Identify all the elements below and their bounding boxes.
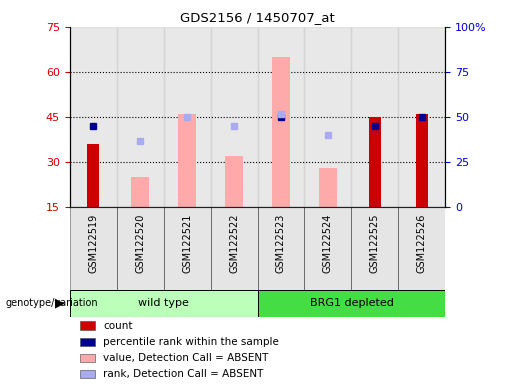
Text: rank, Detection Call = ABSENT: rank, Detection Call = ABSENT (103, 369, 263, 379)
Text: BRG1 depleted: BRG1 depleted (310, 298, 393, 308)
Text: GSM122524: GSM122524 (323, 214, 333, 273)
Text: genotype/variation: genotype/variation (5, 298, 98, 308)
Bar (178, 114, 196, 207)
Bar (131, 177, 149, 207)
Text: count: count (103, 321, 132, 331)
Bar (352, 27, 399, 207)
Bar (319, 168, 337, 207)
Text: percentile rank within the sample: percentile rank within the sample (103, 337, 279, 347)
Bar (258, 27, 304, 207)
Title: GDS2156 / 1450707_at: GDS2156 / 1450707_at (180, 11, 335, 24)
Text: value, Detection Call = ABSENT: value, Detection Call = ABSENT (103, 353, 268, 363)
Bar (164, 27, 211, 207)
Bar (304, 207, 352, 290)
Bar (211, 207, 258, 290)
Bar (225, 156, 243, 207)
Bar (116, 207, 164, 290)
Text: ▶: ▶ (55, 297, 64, 310)
Bar (258, 290, 445, 317)
Bar (258, 207, 304, 290)
Bar (116, 27, 164, 207)
Text: GSM122525: GSM122525 (370, 214, 380, 273)
Bar (87, 144, 99, 207)
Bar (369, 117, 381, 207)
Bar (70, 290, 258, 317)
Bar (352, 207, 399, 290)
Text: GSM122520: GSM122520 (135, 214, 145, 273)
Bar (399, 27, 445, 207)
Text: GSM122522: GSM122522 (229, 214, 239, 273)
Bar (416, 114, 428, 207)
Text: GSM122521: GSM122521 (182, 214, 192, 273)
Bar (70, 27, 116, 207)
Text: GSM122523: GSM122523 (276, 214, 286, 273)
Text: GSM122526: GSM122526 (417, 214, 427, 273)
Text: GSM122519: GSM122519 (88, 214, 98, 273)
Bar (304, 27, 352, 207)
Bar (70, 207, 116, 290)
Bar (399, 207, 445, 290)
Text: wild type: wild type (138, 298, 189, 308)
Bar (272, 57, 290, 207)
Bar (164, 207, 211, 290)
Bar (211, 27, 258, 207)
